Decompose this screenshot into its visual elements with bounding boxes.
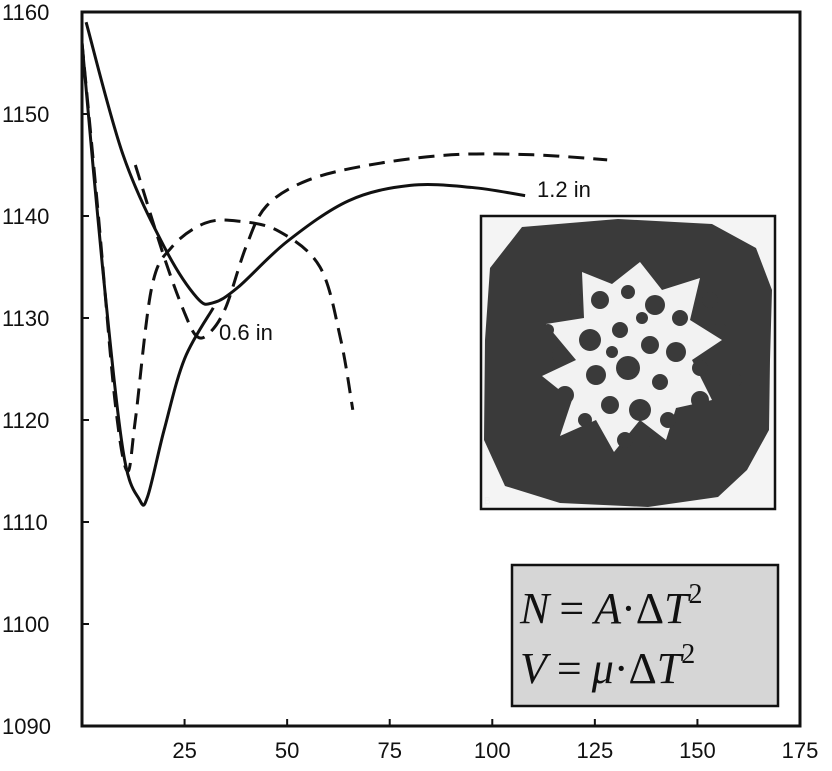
y-tick-label: 1100 — [2, 612, 49, 637]
micrograph-particle — [645, 295, 665, 315]
micrograph-corner-letter: B — [484, 496, 491, 507]
x-tick-label: 100 — [474, 738, 511, 763]
micrograph-particle — [666, 342, 686, 362]
formula-2-eq: = — [557, 644, 582, 693]
formula-1-delta: Δ — [636, 584, 664, 633]
formula-1-dot: · — [621, 584, 636, 633]
y-tick-label: 1140 — [2, 204, 49, 229]
y-tick-label: 1160 — [2, 0, 49, 25]
micrograph-particle — [606, 346, 618, 358]
micrograph-particle — [681, 423, 699, 441]
x-tick-label: 150 — [679, 738, 716, 763]
formula-2-delta: Δ — [628, 644, 656, 693]
micrograph-particle — [692, 360, 708, 376]
micrograph-particle — [556, 386, 574, 404]
micrograph-particle — [616, 356, 640, 380]
micrograph-particle — [568, 293, 582, 307]
y-tick-label: 1150 — [2, 102, 49, 127]
series-group — [80, 21, 608, 507]
label-series-1-2-in: 1.2 in — [537, 177, 591, 202]
formula-2-exp: 2 — [681, 639, 695, 670]
formula-1-var: T — [664, 584, 692, 633]
micrograph-inset: B — [479, 214, 777, 511]
formula-2-lhs: V — [520, 644, 552, 693]
y-tick-label: 1130 — [2, 306, 49, 331]
formula-1-eq: = — [559, 584, 584, 633]
micrograph-particle — [713, 323, 727, 337]
series-line-3 — [80, 42, 355, 473]
y-tick-label: 1110 — [2, 510, 48, 535]
micrograph-particle — [621, 285, 635, 299]
axis-ticks: 25 50 75 100 125 150 175 1090 1100 1110 1120 1130 11… — [2, 0, 818, 763]
micrograph-particle — [702, 292, 718, 308]
y-tick-label: 1090 — [2, 714, 51, 739]
micrograph-particle — [552, 347, 568, 363]
x-tick-label: 50 — [275, 738, 299, 763]
micrograph-particles — [542, 285, 742, 465]
x-tick-label: 25 — [172, 738, 196, 763]
micrograph-particle — [660, 412, 676, 428]
micrograph-particle — [728, 373, 742, 387]
micrograph-particle — [641, 336, 659, 354]
plot-frame — [80, 10, 802, 728]
formula-line-1: N = A·ΔT2 — [519, 579, 703, 633]
formula-2-var: T — [657, 644, 685, 693]
formula-1-lhs: N — [519, 584, 552, 633]
formula-2-coef: μ — [591, 644, 614, 693]
micrograph-particle — [652, 374, 668, 390]
micrograph-particle — [645, 445, 665, 465]
series-line-2 — [80, 42, 215, 507]
micrograph-particle — [612, 322, 628, 338]
micrograph-particle — [591, 291, 609, 309]
x-tick-label: 175 — [782, 738, 819, 763]
micrograph-particle — [629, 399, 651, 421]
micrograph-particle — [591, 446, 609, 464]
formula-box: N = A·ΔT2 V = μ·ΔT2 — [510, 563, 780, 708]
formula-1-exp: 2 — [689, 579, 703, 610]
micrograph-particle — [636, 312, 648, 324]
micrograph-particle — [691, 391, 709, 409]
label-series-0-6-in: 0.6 in — [219, 320, 273, 345]
formula-1-coef: A — [591, 584, 622, 633]
x-tick-label: 125 — [576, 738, 613, 763]
series-line-4 — [133, 152, 608, 340]
formula-line-2: V = μ·ΔT2 — [520, 639, 695, 693]
x-tick-label: 75 — [377, 738, 401, 763]
micrograph-particle — [617, 432, 633, 448]
micrograph-particle — [672, 310, 688, 326]
micrograph-particle — [586, 365, 606, 385]
formula-2-dot: · — [614, 644, 629, 693]
series-line-1 — [84, 21, 526, 306]
micrograph-particle — [579, 329, 601, 351]
micrograph-particle — [578, 413, 592, 427]
micrograph-particle — [601, 396, 619, 414]
y-tick-label: 1120 — [2, 408, 49, 433]
micrograph-particle — [542, 324, 554, 336]
